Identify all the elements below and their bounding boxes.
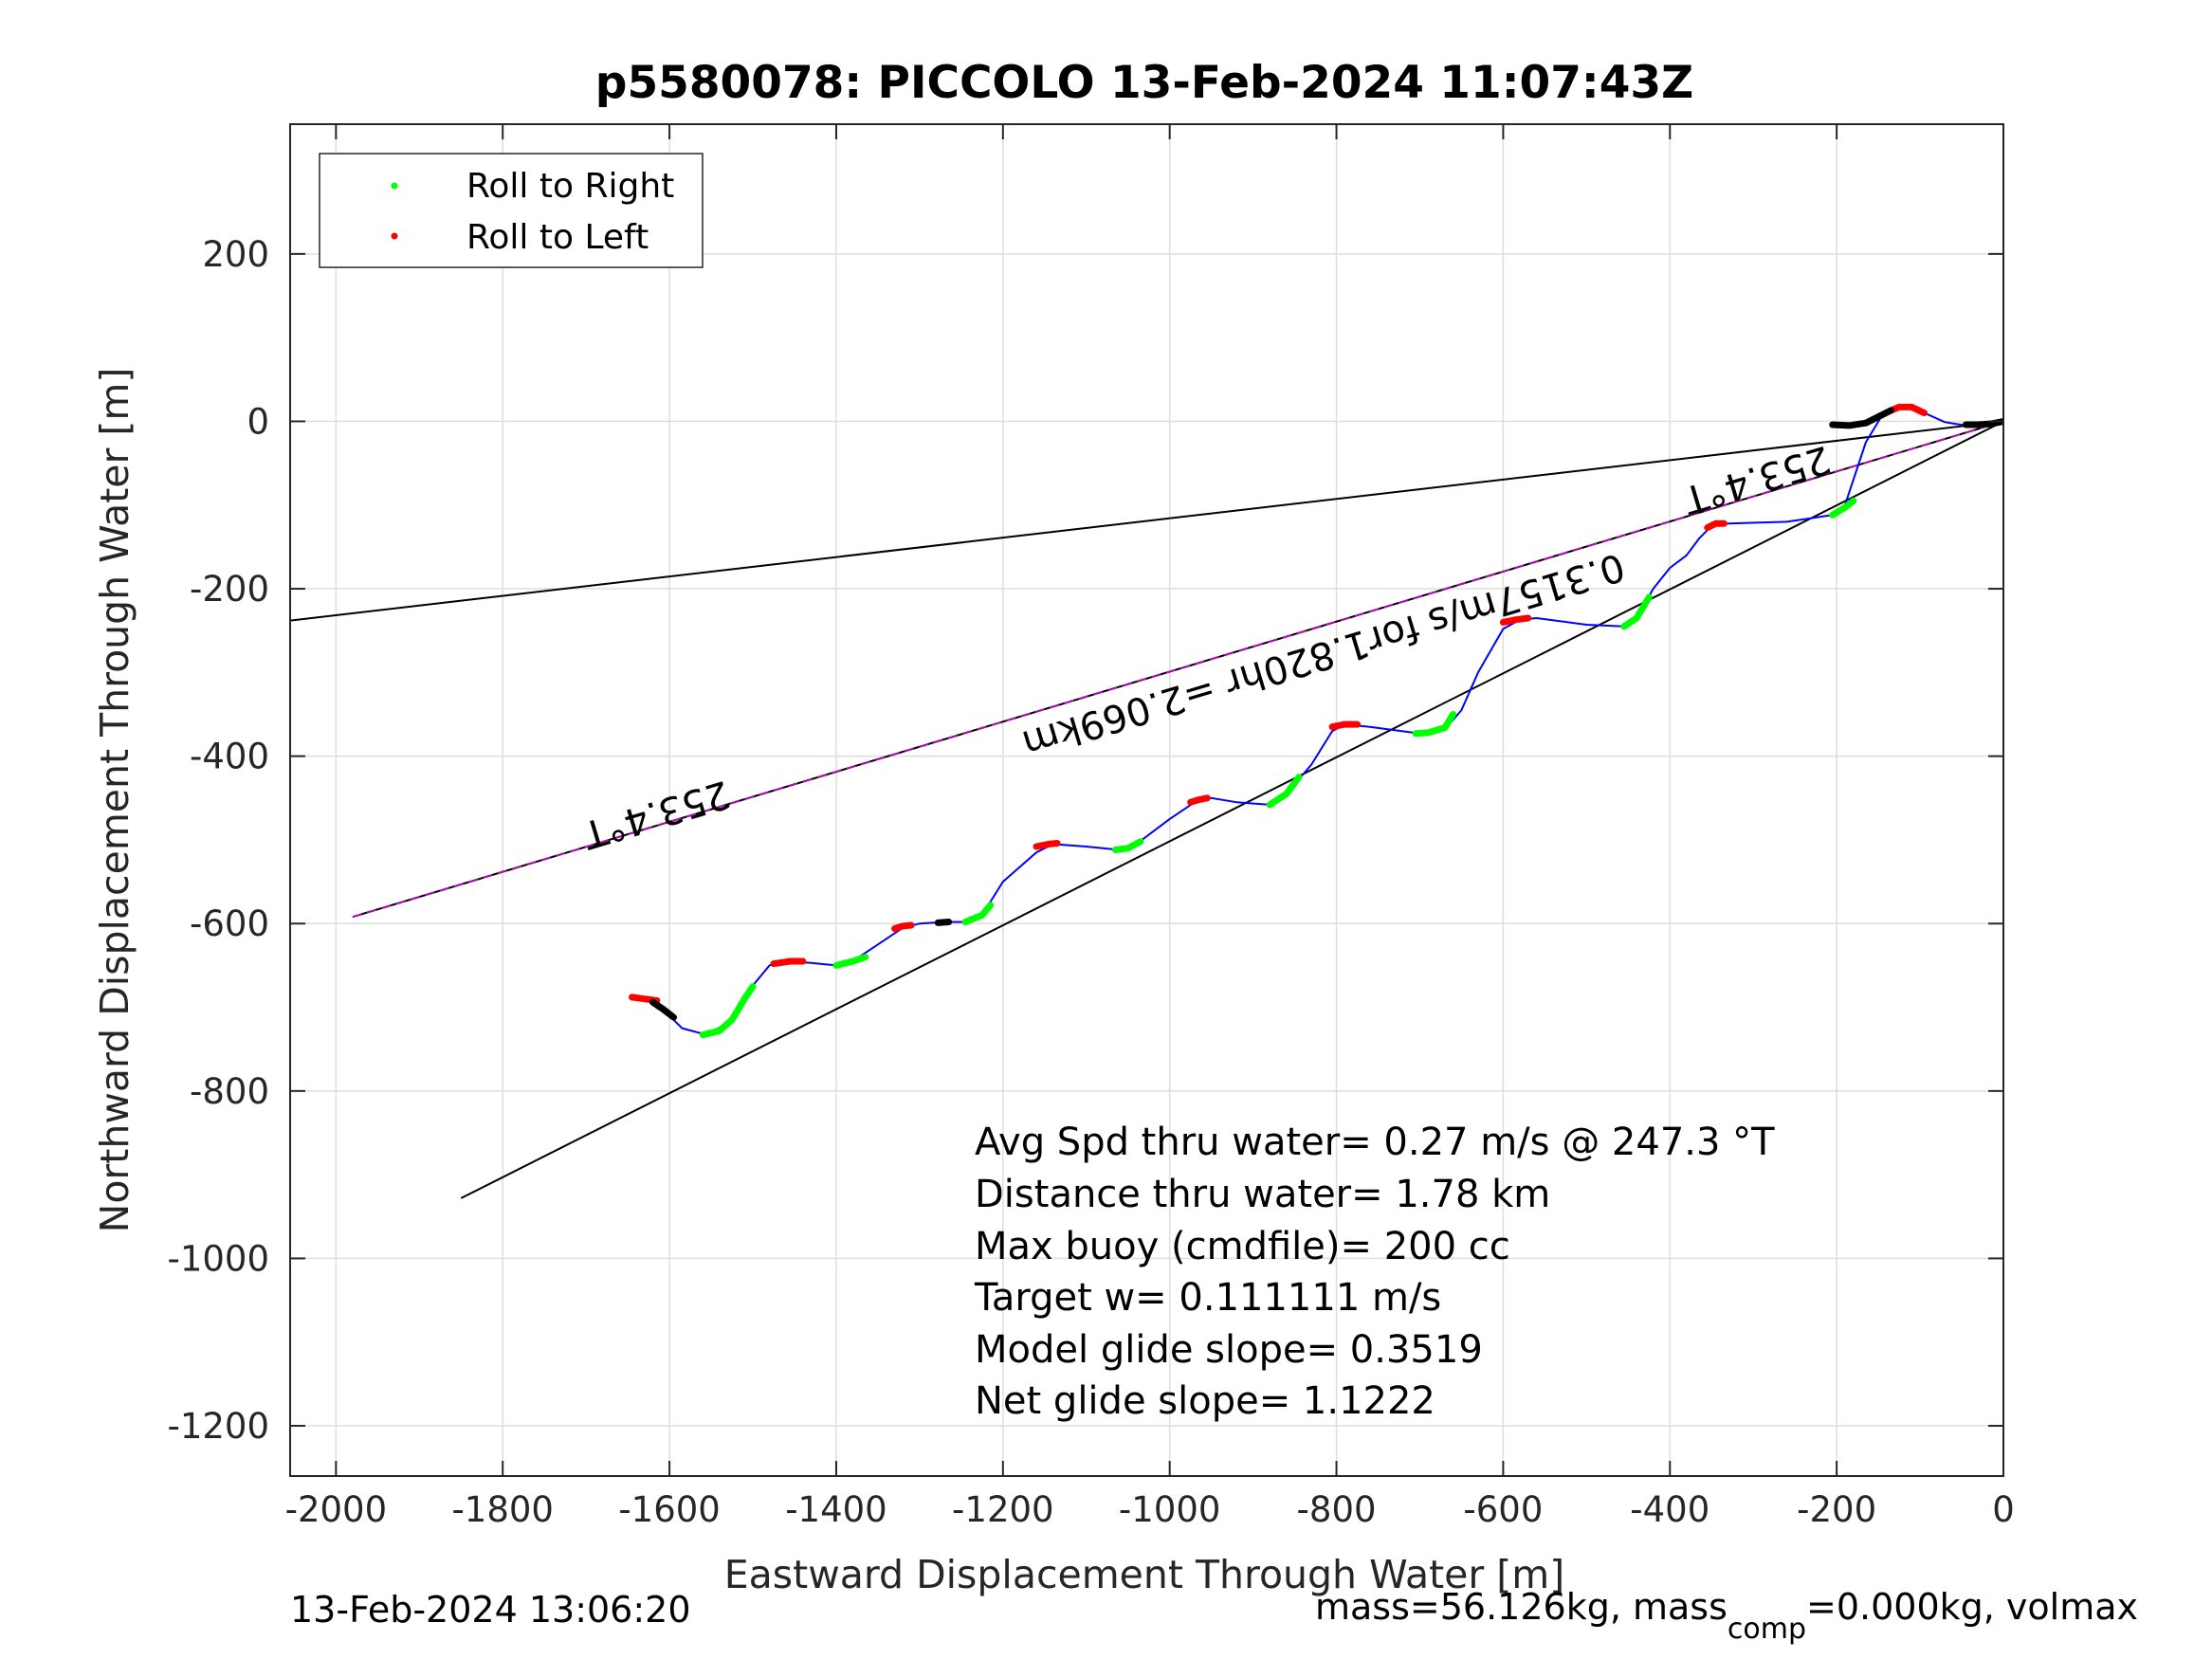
stat-max-buoy: Max buoy (cmdfile)= 200 cc xyxy=(975,1225,1510,1268)
footer-mass-sub: comp xyxy=(1728,1613,1806,1646)
x-tick-label: -1400 xyxy=(785,1489,887,1530)
footer-timestamp: 13-Feb-2024 13:06:20 xyxy=(290,1589,691,1631)
legend-label-roll-left: Roll to Left xyxy=(466,218,649,257)
y-axis-label: Northward Displacement Through Water [m] xyxy=(92,368,137,1233)
roll-left-segment-7 xyxy=(770,957,807,968)
grid xyxy=(290,124,2004,1476)
reference-line-1 xyxy=(460,420,2003,1199)
x-tick-label: -1200 xyxy=(952,1489,1054,1530)
roll-right-segment-2 xyxy=(1412,711,1457,738)
stat-net-glide: Net glide slope= 1.1222 xyxy=(975,1379,1435,1423)
line-annotation-1: 0.3157m/s for1.820hr =2.069km xyxy=(1017,544,1630,766)
y-tick-label: 200 xyxy=(202,234,269,275)
x-tick-label: -2000 xyxy=(285,1489,388,1530)
y-tick-label: -200 xyxy=(190,569,269,610)
roll-right-segment-0 xyxy=(1829,497,1857,519)
reference-line-0 xyxy=(290,420,2003,622)
legend-marker-roll-right xyxy=(391,182,398,190)
stat-model-glide: Model glide slope= 0.3519 xyxy=(975,1328,1483,1372)
stat-target-w: Target w= 0.111111 m/s xyxy=(974,1276,1441,1320)
x-tick-label: 0 xyxy=(1992,1489,2015,1530)
roll-left-segment-2 xyxy=(1499,614,1532,626)
y-tick-label: 0 xyxy=(247,401,269,442)
roll-right-segment-4 xyxy=(1112,838,1144,853)
roll-left-segment-3 xyxy=(1328,720,1361,731)
stats-block: Avg Spd thru water= 0.27 m/s @ 247.3 °T … xyxy=(974,1121,1775,1423)
line-annotation-0: 253.4°T xyxy=(577,772,735,857)
roll-left-segment-4 xyxy=(1187,794,1211,806)
x-tick-label: -400 xyxy=(1630,1489,1709,1530)
roll-right-segment-6 xyxy=(832,954,869,969)
roll-right-segment-1 xyxy=(1620,593,1653,630)
reference-line-2 xyxy=(352,420,2003,919)
roll-right-segment-3 xyxy=(1266,774,1303,809)
stat-distance: Distance thru water= 1.78 km xyxy=(975,1173,1550,1216)
y-tick-label: -800 xyxy=(190,1071,269,1112)
y-tick-label: -400 xyxy=(190,737,269,777)
x-tick-label: -600 xyxy=(1463,1489,1543,1530)
roll-right-segment-5 xyxy=(961,902,995,925)
roll-left-segment-6 xyxy=(891,921,915,932)
y-tick-label: -600 xyxy=(190,903,269,944)
x-tick-label: -1000 xyxy=(1119,1489,1221,1530)
legend-box xyxy=(319,153,704,268)
not-rolling-segment-3 xyxy=(649,998,677,1021)
not-rolling-segment-1 xyxy=(1962,418,2003,428)
roll-right-segment-7 xyxy=(699,983,757,1039)
x-tick-label: -200 xyxy=(1797,1489,1876,1530)
chart-title: p5580078: PICCOLO 13-Feb-2024 11:07:43Z xyxy=(595,57,1693,109)
footer-mass: mass=56.126kg, masscomp=0.000kg, volmax xyxy=(1315,1586,2138,1646)
not-rolling-segment-2 xyxy=(934,919,953,926)
y-tick-label: -1200 xyxy=(167,1406,269,1447)
roll-left-segment-0 xyxy=(1887,403,1928,417)
stat-avg-speed: Avg Spd thru water= 0.27 m/s @ 247.3 °T xyxy=(975,1121,1775,1164)
x-tick-label: -1600 xyxy=(618,1489,721,1530)
roll-left-segment-1 xyxy=(1704,520,1728,532)
legend-label-roll-right: Roll to Right xyxy=(466,167,674,206)
not-rolling-segment-0 xyxy=(1829,407,1894,429)
roll-left-segment-5 xyxy=(1033,840,1061,850)
legend: Roll to Right Roll to Left xyxy=(319,153,704,268)
plot-lines xyxy=(290,403,2003,1199)
legend-marker-roll-left xyxy=(391,232,398,240)
footer-mass-rest: =0.000kg, volmax xyxy=(1806,1586,2138,1628)
footer-mass-main: mass=56.126kg, mass xyxy=(1315,1586,1728,1628)
x-tick-label: -800 xyxy=(1297,1489,1377,1530)
plot-frame xyxy=(289,123,2004,1477)
y-tick-label: -1000 xyxy=(167,1238,269,1279)
x-tick-label: -1800 xyxy=(451,1489,554,1530)
axis-ticks: -2000 -1800 -1600 -1400 -1200 -1000 -800 -600 -4… xyxy=(167,124,2015,1530)
x-axis-label: Eastward Displacement Through Water [m] xyxy=(724,1552,1564,1597)
